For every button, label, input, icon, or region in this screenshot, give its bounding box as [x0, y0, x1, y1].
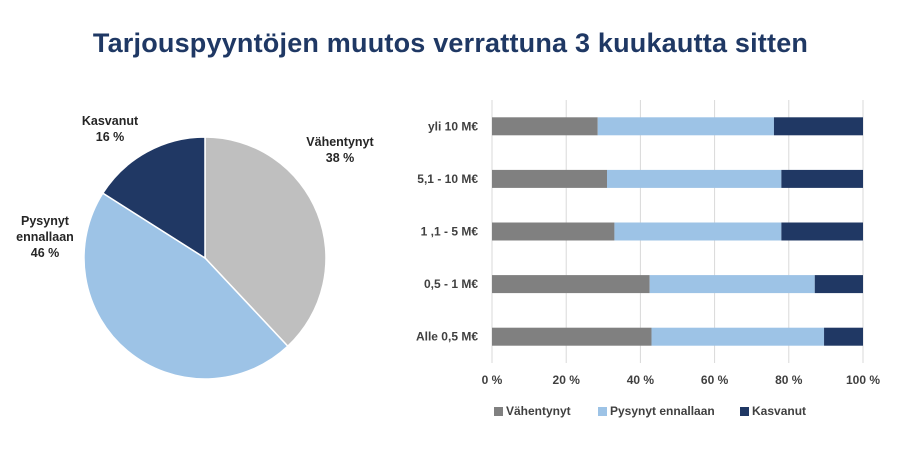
legend-label: Pysynyt ennallaan: [610, 404, 715, 418]
legend-swatch: [598, 407, 607, 416]
bar-segment-2: [814, 275, 863, 294]
bar-segment-1: [651, 327, 825, 346]
x-tick-label: 60 %: [701, 373, 729, 387]
pie-slice-2: [101, 136, 206, 260]
category-label: yli 10 M€: [428, 119, 478, 133]
x-tick-label: 20 %: [553, 373, 581, 387]
pie-slice-1: [83, 192, 289, 380]
bar-segment-0: [492, 327, 652, 346]
bar-segment-0: [492, 117, 598, 136]
bar-segment-1: [649, 275, 815, 294]
pie-label-2: Kasvanut 16 %: [82, 114, 139, 144]
bar-segment-1: [614, 222, 782, 241]
bar-segment-2: [824, 327, 863, 346]
x-tick-label: 0 %: [482, 373, 503, 387]
pie-chart: Vähentynyt 38 % Pysynyt ennallaan 46 % Kasvan…: [16, 114, 375, 380]
bar-segment-0: [492, 222, 615, 241]
legend-label: Vähentynyt: [506, 404, 571, 418]
bar-segment-0: [492, 169, 608, 188]
pie-slice-0: [204, 136, 327, 348]
pie-label-0: Vähentynyt 38 %: [306, 135, 374, 165]
legend-swatch: [740, 407, 749, 416]
x-tick-label: 100 %: [846, 373, 880, 387]
page-title: Tarjouspyyntöjen muutos verrattuna 3 kuu…: [92, 28, 809, 58]
bar-segment-1: [597, 117, 774, 136]
bar-segment-2: [781, 222, 863, 241]
x-tick-label: 80 %: [775, 373, 803, 387]
bar-segment-2: [773, 117, 863, 136]
legend-swatch: [494, 407, 503, 416]
category-label: 0,5 - 1 M€: [424, 277, 478, 291]
category-label: 5,1 - 10 M€: [417, 172, 478, 186]
bar-segment-0: [492, 275, 650, 294]
category-label: 1 ,1 - 5 M€: [421, 225, 479, 239]
pie-label-1: Pysynyt ennallaan 46 %: [16, 214, 74, 260]
bar-segment-2: [781, 169, 863, 188]
legend-label: Kasvanut: [752, 404, 806, 418]
category-label: Alle 0,5 M€: [416, 330, 478, 344]
x-tick-label: 40 %: [627, 373, 655, 387]
stacked-bar-chart: 0 % 20 % 40 % 60 % 80 % 100 % yli 10 M€ 5,1 - 1…: [416, 100, 880, 418]
bar-segment-1: [607, 169, 782, 188]
